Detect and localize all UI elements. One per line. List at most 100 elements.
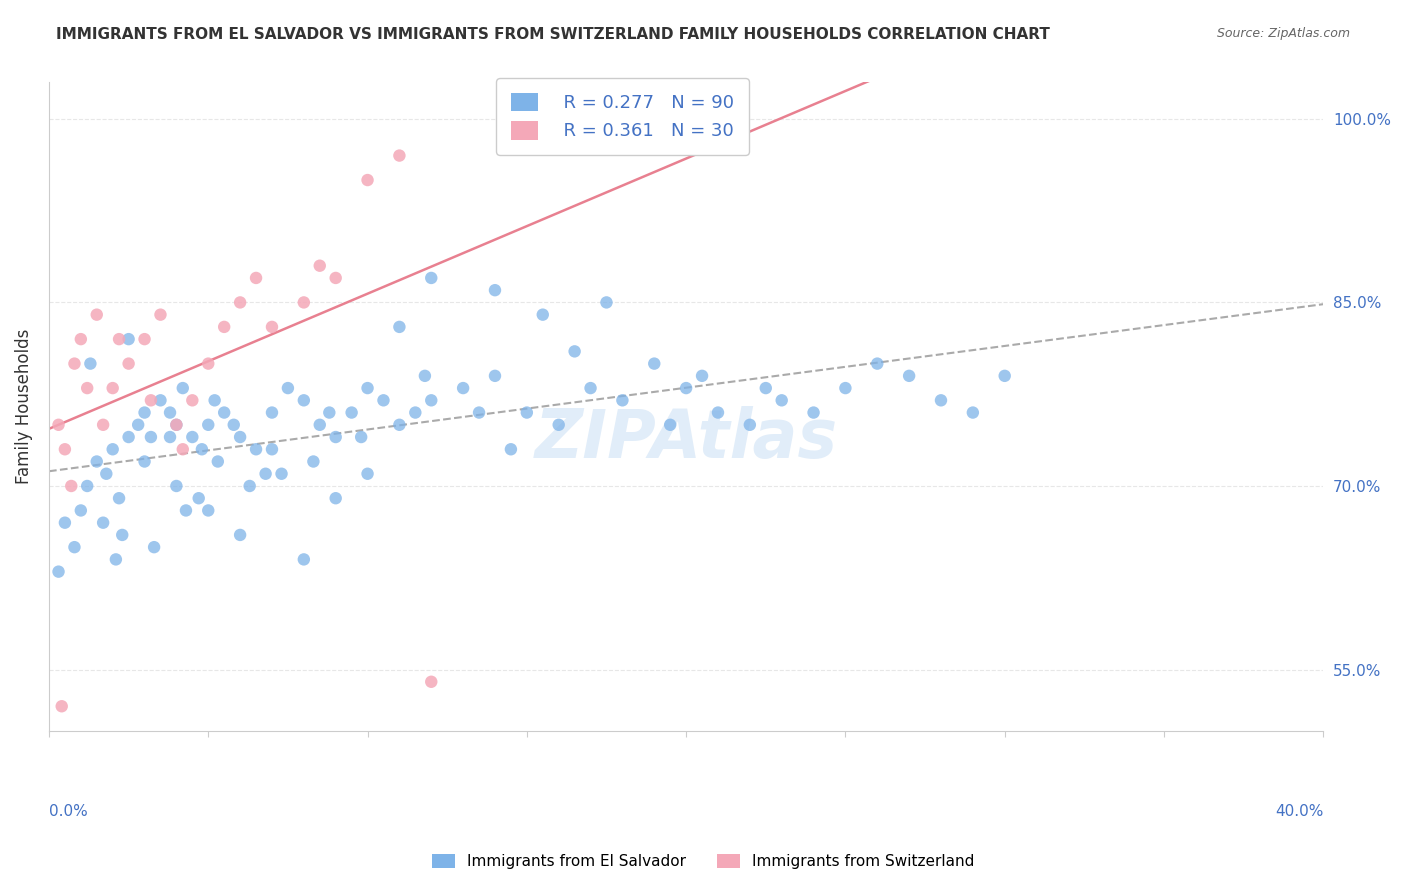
Point <box>204 393 226 408</box>
Point <box>197 357 219 371</box>
Text: ZIPAtlas: ZIPAtlas <box>534 406 838 472</box>
Point <box>53 442 76 457</box>
Point <box>159 406 181 420</box>
Point <box>139 430 162 444</box>
Point <box>962 406 984 420</box>
Point <box>420 674 443 689</box>
Point <box>595 295 617 310</box>
Point <box>484 283 506 297</box>
Point <box>413 368 436 383</box>
Point <box>76 381 98 395</box>
Point <box>86 308 108 322</box>
Point <box>277 381 299 395</box>
Point <box>755 381 778 395</box>
Point <box>738 417 761 432</box>
Point <box>254 467 277 481</box>
Point <box>292 295 315 310</box>
Point <box>325 430 347 444</box>
Point <box>139 393 162 408</box>
Legend:   R = 0.277   N = 90,   R = 0.361   N = 30: R = 0.277 N = 90, R = 0.361 N = 30 <box>496 78 748 155</box>
Point <box>356 467 378 481</box>
Point <box>53 516 76 530</box>
Point <box>79 357 101 371</box>
Point <box>96 467 118 481</box>
Point <box>117 357 139 371</box>
Point <box>612 393 634 408</box>
Point <box>245 271 267 285</box>
Point <box>707 406 730 420</box>
Point <box>181 393 204 408</box>
Y-axis label: Family Households: Family Households <box>15 329 32 484</box>
Point <box>245 442 267 457</box>
Text: 40.0%: 40.0% <box>1275 805 1323 819</box>
Point <box>260 442 283 457</box>
Point <box>499 442 522 457</box>
Point <box>260 406 283 420</box>
Point <box>579 381 602 395</box>
Point <box>302 454 325 468</box>
Point <box>356 173 378 187</box>
Point <box>143 540 166 554</box>
Point <box>91 417 114 432</box>
Point <box>48 565 70 579</box>
Text: IMMIGRANTS FROM EL SALVADOR VS IMMIGRANTS FROM SWITZERLAND FAMILY HOUSEHOLDS COR: IMMIGRANTS FROM EL SALVADOR VS IMMIGRANT… <box>56 27 1050 42</box>
Point <box>898 368 921 383</box>
Point <box>134 406 156 420</box>
Point <box>63 540 86 554</box>
Point <box>675 381 697 395</box>
Point <box>101 381 124 395</box>
Point <box>229 528 252 542</box>
Point <box>325 491 347 506</box>
Text: 0.0%: 0.0% <box>49 805 87 819</box>
Point <box>91 516 114 530</box>
Point <box>325 271 347 285</box>
Point <box>420 271 443 285</box>
Point <box>69 503 91 517</box>
Point <box>866 357 889 371</box>
Point <box>117 332 139 346</box>
Point <box>308 259 330 273</box>
Point <box>994 368 1017 383</box>
Point <box>690 368 713 383</box>
Point <box>420 393 443 408</box>
Point <box>76 479 98 493</box>
Point <box>388 417 411 432</box>
Point <box>212 406 235 420</box>
Point <box>340 406 363 420</box>
Point <box>516 406 538 420</box>
Text: Source: ZipAtlas.com: Source: ZipAtlas.com <box>1216 27 1350 40</box>
Point <box>117 430 139 444</box>
Point <box>63 357 86 371</box>
Point <box>207 454 229 468</box>
Point <box>270 467 292 481</box>
Point <box>229 295 252 310</box>
Point <box>643 357 665 371</box>
Point <box>803 406 825 420</box>
Point <box>260 319 283 334</box>
Point <box>149 393 172 408</box>
Point <box>111 528 134 542</box>
Point <box>165 417 187 432</box>
Point <box>212 319 235 334</box>
Point <box>770 393 793 408</box>
Point <box>675 112 697 126</box>
Point <box>69 332 91 346</box>
Point <box>191 442 214 457</box>
Point <box>108 332 131 346</box>
Point <box>318 406 340 420</box>
Point <box>172 381 194 395</box>
Point <box>149 308 172 322</box>
Point <box>134 332 156 346</box>
Point <box>292 393 315 408</box>
Point <box>308 417 330 432</box>
Point <box>531 308 554 322</box>
Point <box>187 491 209 506</box>
Point <box>292 552 315 566</box>
Point <box>174 503 197 517</box>
Point <box>181 430 204 444</box>
Legend: Immigrants from El Salvador, Immigrants from Switzerland: Immigrants from El Salvador, Immigrants … <box>426 847 980 875</box>
Point <box>48 417 70 432</box>
Point <box>373 393 395 408</box>
Point <box>172 442 194 457</box>
Point <box>350 430 373 444</box>
